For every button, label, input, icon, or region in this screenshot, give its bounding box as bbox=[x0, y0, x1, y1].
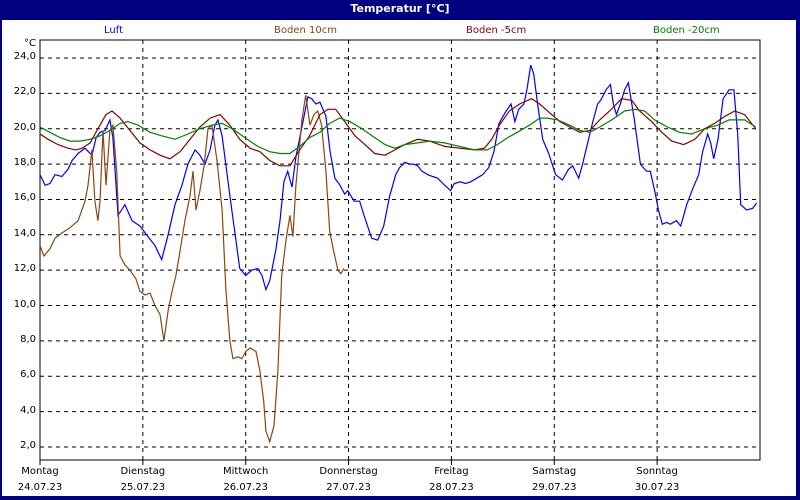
y-tick-label: 6,0 bbox=[20, 369, 36, 381]
x-tick-label: Sonntag 30.07.23 bbox=[634, 466, 680, 493]
y-tick-label: 10,0 bbox=[13, 298, 36, 310]
plot-frame bbox=[39, 39, 761, 461]
y-tick-label: 24,0 bbox=[13, 51, 36, 62]
series-line-boden-20cm bbox=[39, 108, 757, 155]
y-tick-label: 8,0 bbox=[20, 333, 36, 345]
x-tick-label: Samstag 29.07.23 bbox=[532, 466, 577, 493]
y-tick-label: 14,0 bbox=[13, 227, 36, 239]
x-tick-label: Freitag 28.07.23 bbox=[429, 466, 474, 493]
y-tick-label: 20,0 bbox=[13, 121, 36, 133]
legend-boden-10cm: Boden 10cm bbox=[274, 25, 337, 36]
y-tick-label: 2,0 bbox=[20, 439, 36, 451]
series-line-boden-5cm bbox=[39, 98, 757, 167]
legend-boden-20cm: Boden -20cm bbox=[653, 25, 720, 36]
y-tick-label: 18,0 bbox=[13, 157, 36, 169]
x-tick-label: Mittwoch 26.07.23 bbox=[223, 466, 269, 493]
y-tick-label: 12,0 bbox=[13, 263, 36, 275]
y-tick-label: 22,0 bbox=[13, 86, 36, 98]
y-tick-label: 4,0 bbox=[20, 404, 36, 416]
y-axis-unit: °C bbox=[24, 38, 36, 49]
series-line-boden-10cm bbox=[39, 95, 345, 444]
series-line-luft bbox=[39, 64, 758, 292]
x-tick-label: Dienstag 25.07.23 bbox=[120, 466, 166, 493]
chart-panel bbox=[2, 20, 796, 496]
legend-boden-5cm: Boden -5cm bbox=[466, 25, 527, 36]
legend-luft: Luft bbox=[104, 25, 123, 36]
x-tick-label: Donnerstag 27.07.23 bbox=[319, 466, 378, 493]
x-tick-label: Montag 24.07.23 bbox=[17, 466, 63, 493]
y-tick-label: 16,0 bbox=[13, 192, 36, 204]
chart-title: Temperatur [°C] bbox=[0, 0, 800, 20]
